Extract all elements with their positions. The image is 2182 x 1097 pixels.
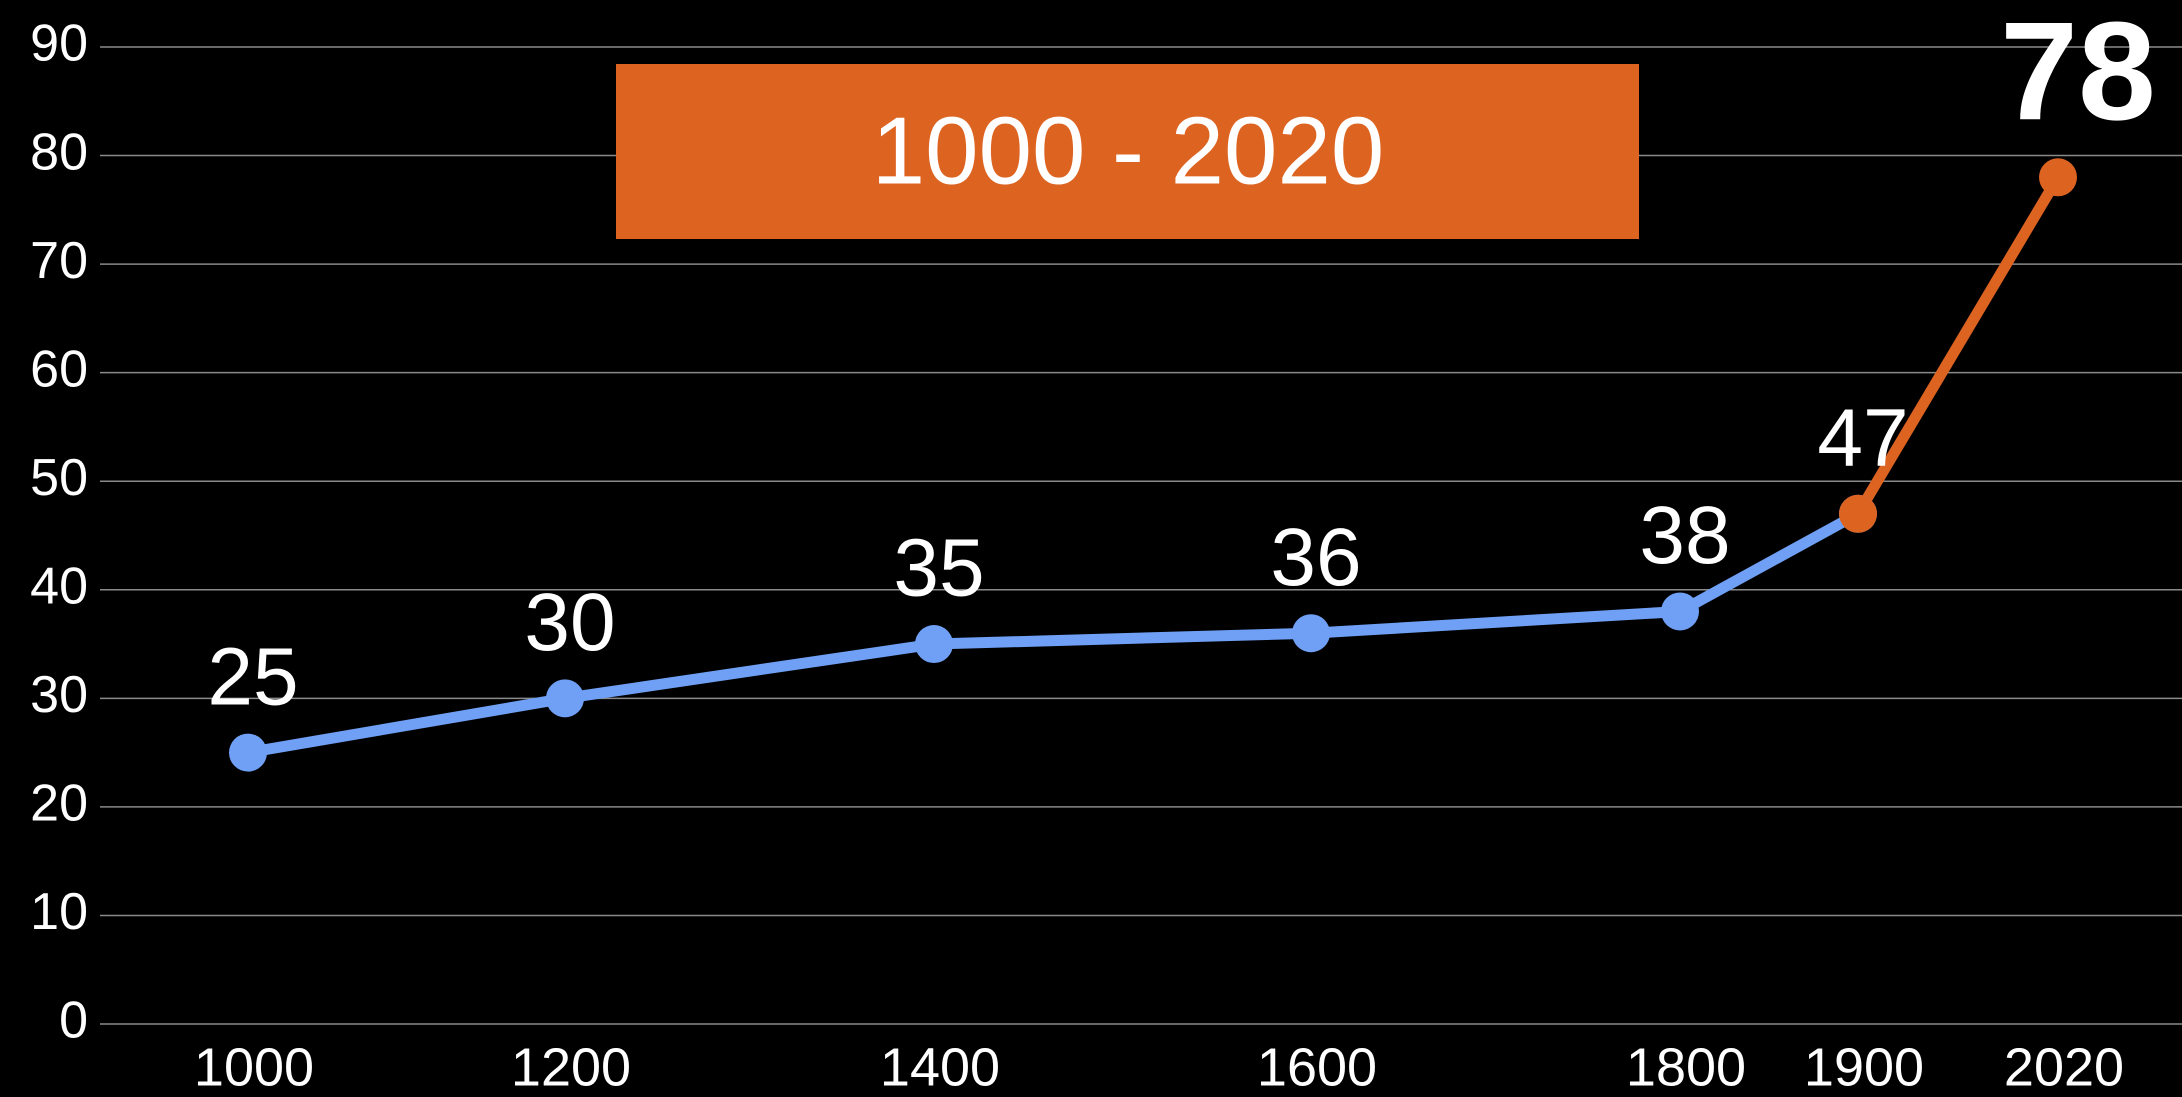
- x-tick-label: 1400: [880, 1037, 1000, 1097]
- data-label: 47: [1817, 392, 1908, 483]
- y-tick-label: 60: [30, 340, 88, 398]
- y-tick-label: 70: [30, 232, 88, 290]
- data-label: 25: [207, 631, 298, 722]
- marker: [1661, 592, 1699, 631]
- y-tick-label: 30: [30, 666, 88, 724]
- x-tick-label: 1800: [1626, 1037, 1746, 1097]
- data-label: 36: [1270, 512, 1361, 603]
- data-label: 38: [1639, 490, 1730, 581]
- y-tick-label: 90: [30, 15, 88, 73]
- marker: [2039, 158, 2077, 197]
- marker: [546, 679, 584, 718]
- y-tick-label: 40: [30, 558, 88, 616]
- data-label: 78: [2000, 0, 2156, 149]
- annotation-box: [616, 64, 1639, 239]
- y-tick-label: 0: [59, 992, 88, 1050]
- annotation: 1000 - 2020: [872, 97, 1384, 204]
- marker: [915, 625, 953, 664]
- line: [247, 508, 1861, 759]
- y-tick-label: 50: [30, 449, 88, 507]
- y-tick-label: 80: [30, 123, 88, 181]
- y-tick-label: 10: [30, 883, 88, 941]
- marker: [1839, 494, 1877, 533]
- x-tick-label: 1600: [1257, 1037, 1377, 1097]
- y-tick-label: 20: [30, 775, 88, 833]
- marker: [229, 733, 267, 772]
- x-tick-label: 1200: [511, 1037, 631, 1097]
- x-tick-label: 1900: [1804, 1037, 1924, 1097]
- data-label: 30: [524, 577, 615, 668]
- data-label: 35: [893, 523, 984, 614]
- x-tick-label: 2020: [2004, 1037, 2124, 1097]
- x-tick-label: 1000: [194, 1037, 314, 1097]
- line: [1853, 174, 2063, 517]
- marker: [1292, 614, 1330, 653]
